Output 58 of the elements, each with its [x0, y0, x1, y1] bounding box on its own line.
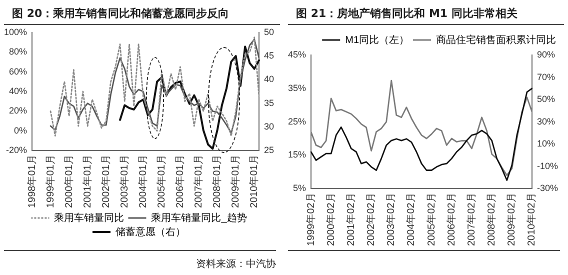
x-tick-label: 2009年02月 — [506, 192, 518, 246]
text: 资料来源：中汽协 — [4, 250, 276, 271]
legend-label: M1同比（左） — [345, 34, 410, 46]
y-tick-label: 100% — [4, 26, 28, 37]
y-tick-label: 20% — [9, 106, 28, 116]
chart-title: 图 21：房地产销售同比和 M1 同比非常相关 — [288, 0, 564, 25]
y2-tick-label: 25 — [264, 145, 274, 156]
x-tick-label: 2001年02月 — [344, 192, 357, 246]
x-tick-label: 2009年01月 — [230, 154, 242, 208]
legend-label: 乘用车销量同比_趋势 — [151, 212, 247, 224]
y2-tick-label: 10% — [536, 138, 556, 149]
x-tick-label: 2008年01月 — [211, 154, 224, 208]
x-tick-label: 2006年02月 — [445, 192, 458, 246]
x-tick-label: 2000年02月 — [324, 192, 337, 246]
y-tick-label: 35% — [288, 82, 306, 93]
y2-tick-label: 50% — [536, 94, 556, 104]
legend-label: 乘用车销量同比 — [54, 212, 124, 224]
y2-tick-label: -10% — [536, 160, 558, 171]
y2-tick-label: 30% — [536, 116, 556, 126]
y2-tick-label: 35 — [264, 98, 274, 108]
y2-tick-label: -30% — [536, 183, 558, 194]
y-tick-label: 15% — [288, 150, 306, 160]
x-tick-label: 2010年01月 — [248, 154, 260, 208]
y2-tick-label: 40 — [264, 74, 274, 84]
y-tick-label: 25% — [288, 116, 306, 126]
x-tick-label: 2007年02月 — [465, 192, 478, 246]
x-tick-label: 1999年02月 — [304, 192, 317, 246]
x-tick-label: 1998年01月 — [26, 154, 38, 208]
y2-tick-label: 45 — [264, 50, 274, 61]
legend-label: 商品住宅销售面积累计同比 — [436, 34, 556, 46]
x-tick-label: 2006年01月 — [174, 154, 186, 208]
y-tick-label: 5% — [293, 183, 306, 194]
x-tick-label: 2001年01月 — [81, 154, 94, 208]
y2-tick-label: 30 — [264, 121, 274, 132]
y-tick-label: 80% — [9, 46, 28, 57]
x-tick-label: 2005年02月 — [425, 192, 438, 246]
y-tick-label: 0% — [14, 125, 28, 136]
x-tick-label: 2004年02月 — [405, 192, 418, 246]
x-tick-label: 2005年01月 — [155, 154, 168, 208]
y2-tick-label: 90% — [536, 49, 556, 60]
y-tick-label: 45% — [288, 49, 306, 60]
y2-tick-label: 70% — [536, 72, 556, 82]
x-tick-label: 2000年01月 — [62, 154, 75, 208]
x-tick-label: 1999年01月 — [44, 154, 56, 208]
x-tick-label: 2010年02月 — [526, 192, 538, 246]
y-tick-label: 40% — [9, 86, 28, 96]
legend-label: 储蓄意愿（右） — [116, 226, 186, 238]
x-tick-label: 2002年02月 — [365, 192, 378, 246]
chart-title: 图 20：乘用车销售同比和储蓄意愿同步反向 — [4, 0, 280, 25]
y-tick-label: -20% — [6, 145, 28, 156]
x-tick-label: 2008年02月 — [486, 192, 498, 246]
x-tick-label: 2007年01月 — [192, 154, 205, 208]
x-tick-label: 2003年02月 — [385, 192, 398, 246]
y2-tick-label: 50 — [264, 26, 274, 37]
x-tick-label: 2003年01月 — [118, 154, 130, 208]
x-tick-label: 2004年01月 — [136, 154, 149, 208]
y-tick-label: 60% — [9, 66, 28, 76]
x-tick-label: 2002年01月 — [100, 154, 112, 208]
